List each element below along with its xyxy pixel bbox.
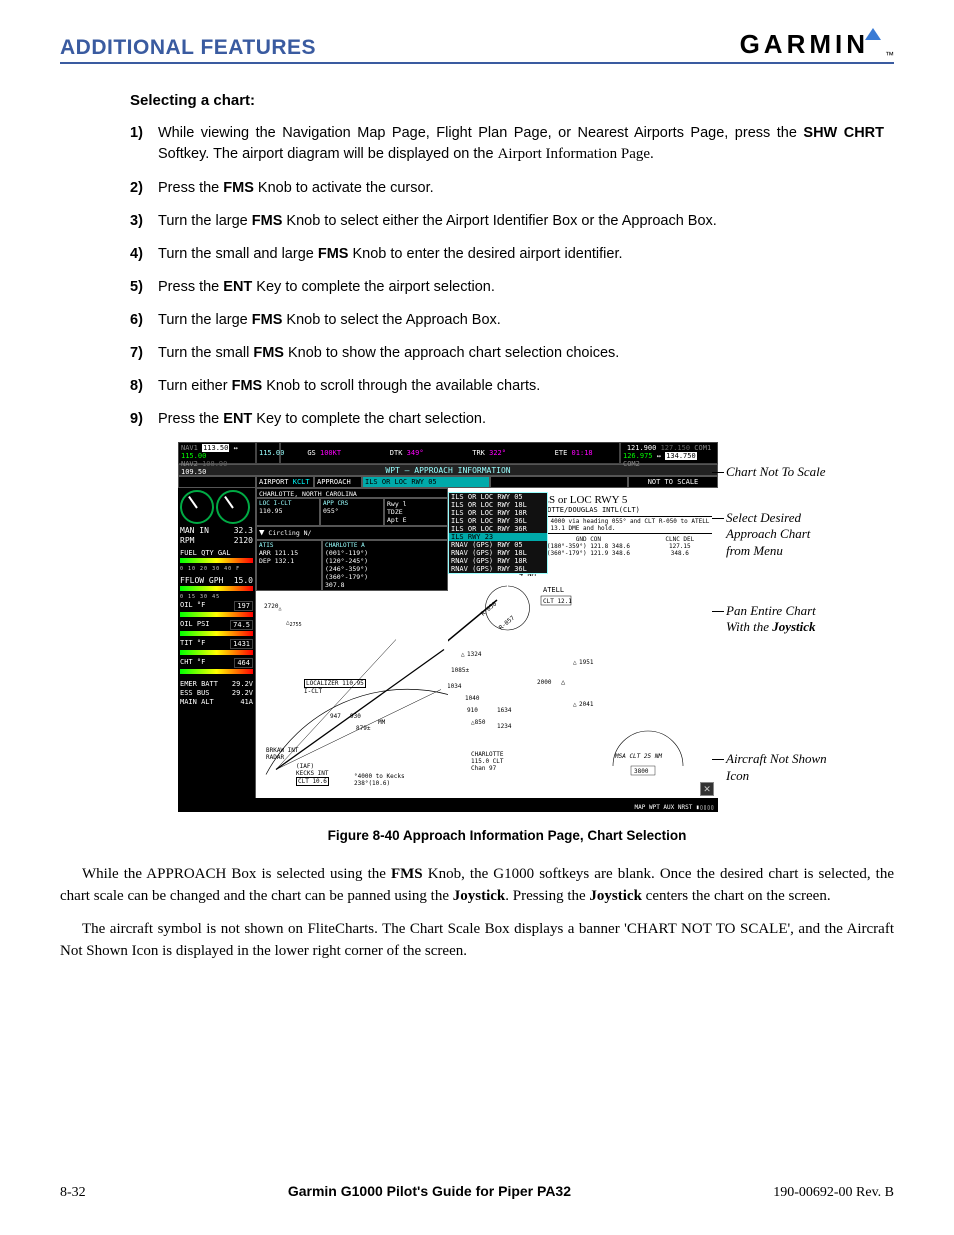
svg-text:2041: 2041 — [579, 701, 594, 708]
approach-box[interactable]: ILS OR LOC RWY 05 — [362, 476, 490, 488]
content-area: Selecting a chart: 1)While viewing the N… — [60, 92, 894, 963]
callout-pan: Pan Entire Chart With the Joystick — [726, 603, 836, 636]
svg-text:1324: 1324 — [467, 651, 482, 658]
step-item: 2)Press the FMS Knob to activate the cur… — [130, 178, 884, 199]
svg-text:△: △ — [561, 678, 566, 686]
svg-text:115.0 CLT: 115.0 CLT — [471, 758, 504, 765]
svg-text:1040: 1040 — [465, 695, 480, 702]
scale-banner: NOT TO SCALE — [628, 476, 718, 488]
approach-menu-item[interactable]: RNAV (GPS) RWY 18R — [449, 557, 547, 565]
approach-menu-item[interactable]: ILS OR LOC RWY 05 — [449, 493, 547, 501]
step-item: 8)Turn either FMS Knob to scroll through… — [130, 376, 884, 397]
body-paragraph-1: While the APPROACH Box is selected using… — [60, 863, 894, 908]
doc-title: Garmin G1000 Pilot's Guide for Piper PA3… — [288, 1183, 571, 1199]
garmin-logo: GARMIN ™ — [740, 28, 894, 60]
step-item: 1)While viewing the Navigation Map Page,… — [130, 123, 884, 166]
doc-revision: 190-00692-00 Rev. B — [773, 1185, 894, 1201]
callout-menu: Select Desired Approach Chart from Menu — [726, 510, 836, 559]
approach-menu-item[interactable]: ILS OR LOC RWY 18L — [449, 501, 547, 509]
figure-caption: Figure 8-40 Approach Information Page, C… — [130, 828, 884, 843]
svg-text:1951: 1951 — [579, 659, 594, 666]
svg-text:R-057: R-057 — [498, 614, 517, 631]
svg-text:Chan 97: Chan 97 — [471, 765, 497, 772]
svg-text:1634: 1634 — [497, 707, 512, 714]
svg-text:△: △ — [573, 659, 577, 666]
callout-scale: Chart Not To Scale — [726, 464, 836, 480]
svg-text:2000: 2000 — [537, 679, 552, 686]
approach-menu-item[interactable]: RNAV (GPS) RWY 36L — [449, 565, 547, 573]
svg-text:1085±: 1085± — [451, 667, 469, 674]
manifold-gauge-icon — [180, 490, 214, 524]
svg-text:△: △ — [573, 701, 577, 708]
approach-menu-item[interactable]: RNAV (GPS) RWY 18L — [449, 549, 547, 557]
page-group-bar: MAP WPT AUX NRST ▮▯▯▯▯ — [633, 803, 716, 812]
logo-triangle-icon — [865, 28, 881, 40]
svg-text:1034: 1034 — [448, 683, 462, 690]
page-number: 8-32 — [60, 1185, 86, 1201]
callouts: Chart Not To Scale Select Desired Approa… — [726, 442, 836, 812]
approach-menu-item[interactable]: ILS OR LOC RWY 36R — [449, 525, 547, 533]
approach-menu-item[interactable]: ILS RWY 23 — [449, 533, 547, 541]
body-paragraph-2: The aircraft symbol is not shown on Flit… — [60, 918, 894, 963]
svg-text:ATELL: ATELL — [543, 586, 564, 594]
step-item: 9)Press the ENT Key to complete the char… — [130, 409, 884, 430]
page-header: ADDITIONAL FEATURES GARMIN ™ — [60, 28, 894, 64]
approach-menu-item[interactable]: RNAV (GPS) RWY 05 — [449, 541, 547, 549]
procedure-heading: Selecting a chart: — [130, 92, 884, 109]
callout-aircraft-icon: Aircraft Not Shown Icon — [726, 751, 836, 784]
svg-text:△850: △850 — [471, 719, 486, 726]
page-footer: 8-32 Garmin G1000 Pilot's Guide for Pipe… — [60, 1183, 894, 1201]
mfd-screenshot: NAV1 113.50 ↔ 115.00 NAV2 108.90 109.50 … — [178, 442, 718, 812]
steps-list: 1)While viewing the Navigation Map Page,… — [130, 123, 884, 430]
aircraft-not-shown-icon: ✕ — [700, 782, 714, 796]
svg-text:△: △ — [461, 651, 465, 658]
selection-row: AIRPORT KCLT APPROACH ILS OR LOC RWY 05 … — [178, 476, 718, 488]
step-item: 6)Turn the large FMS Knob to select the … — [130, 310, 884, 331]
figure: NAV1 113.50 ↔ 115.00 NAV2 108.90 109.50 … — [130, 442, 884, 812]
step-item: 3)Turn the large FMS Knob to select eith… — [130, 211, 884, 232]
approach-menu[interactable]: ILS OR LOC RWY 05ILS OR LOC RWY 18LILS O… — [448, 492, 548, 574]
step-item: 4)Turn the small and large FMS Knob to e… — [130, 244, 884, 265]
step-item: 7)Turn the small FMS Knob to show the ap… — [130, 343, 884, 364]
approach-menu-item[interactable]: ILS OR LOC RWY 36L — [449, 517, 547, 525]
nav-com-bar: NAV1 113.50 ↔ 115.00 NAV2 108.90 109.50 … — [178, 442, 718, 464]
svg-text:3800: 3800 — [634, 768, 649, 775]
svg-text:1234: 1234 — [497, 723, 512, 730]
svg-text:R-050: R-050 — [480, 600, 499, 617]
section-title: ADDITIONAL FEATURES — [60, 36, 316, 60]
engine-strip: MAN IN32.3 RPM2120 FUEL QTY GAL 0 10 20 … — [178, 488, 256, 798]
approach-menu-item[interactable]: ILS OR LOC RWY 18R — [449, 509, 547, 517]
info-column: CHARLOTTE, NORTH CAROLINA LOC I-CLT110.9… — [256, 488, 448, 798]
rpm-gauge-icon — [216, 490, 250, 524]
svg-text:910: 910 — [467, 707, 478, 714]
svg-text:MSA CLT 25 NM: MSA CLT 25 NM — [614, 753, 662, 760]
svg-text:CLT 12.1: CLT 12.1 — [543, 598, 572, 605]
step-item: 5)Press the ENT Key to complete the airp… — [130, 277, 884, 298]
svg-text:CHARLOTTE: CHARLOTTE — [471, 751, 504, 758]
